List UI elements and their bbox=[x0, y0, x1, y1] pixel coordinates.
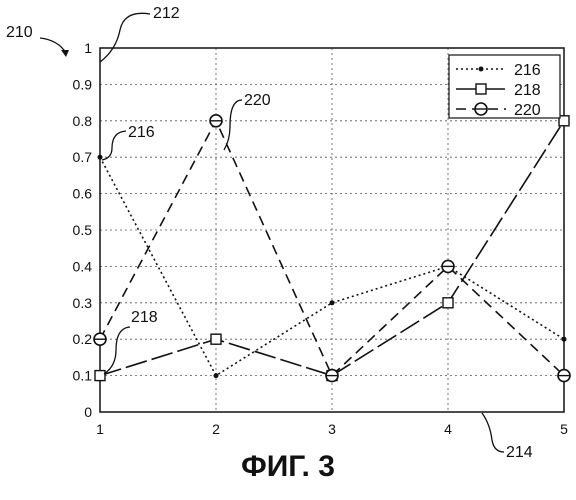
y-tick-label: 0.2 bbox=[73, 331, 93, 347]
ref-220-label: 220 bbox=[244, 92, 271, 109]
legend: 216 218 220 bbox=[449, 55, 560, 119]
legend-marker-218 bbox=[476, 84, 486, 94]
ref-figure-label: 210 bbox=[6, 24, 33, 41]
y-tick-label: 0.8 bbox=[73, 113, 93, 129]
y-tick-label: 0.4 bbox=[73, 258, 93, 274]
y-tick-label: 0.9 bbox=[73, 76, 93, 92]
y-tick-label: 0.3 bbox=[73, 295, 93, 311]
ref-figure-arrowhead bbox=[61, 50, 69, 57]
y-tick-label: 0.1 bbox=[73, 368, 93, 384]
data-point-216 bbox=[330, 300, 335, 305]
y-tick-label: 0.6 bbox=[73, 186, 93, 202]
legend-label-220: 220 bbox=[514, 102, 541, 119]
x-tick-label: 5 bbox=[560, 421, 568, 437]
data-point-216 bbox=[214, 373, 219, 378]
x-tick-label: 2 bbox=[212, 421, 220, 437]
y-tick-label: 0.7 bbox=[73, 149, 93, 165]
y-tick-label: 0.5 bbox=[73, 222, 93, 238]
ref-218-label: 218 bbox=[131, 309, 158, 326]
data-point-216 bbox=[98, 155, 103, 160]
legend-marker-216 bbox=[479, 67, 484, 72]
y-tick-label: 1 bbox=[84, 40, 92, 56]
data-point-218 bbox=[443, 298, 453, 308]
data-point-216 bbox=[562, 337, 567, 342]
data-point-218 bbox=[95, 371, 105, 381]
x-tick-label: 3 bbox=[328, 421, 336, 437]
ref-216-label: 216 bbox=[128, 124, 155, 141]
x-tick-label: 4 bbox=[444, 421, 452, 437]
figure-caption: ФИГ. 3 bbox=[0, 450, 576, 484]
legend-label-218: 218 bbox=[514, 82, 541, 99]
ref-x-axis-leader bbox=[482, 413, 504, 452]
legend-label-216: 216 bbox=[514, 62, 541, 79]
ref-axes-label: 212 bbox=[153, 5, 180, 22]
x-tick-label: 1 bbox=[96, 421, 104, 437]
y-tick-label: 0 bbox=[84, 404, 92, 420]
data-point-218 bbox=[211, 334, 221, 344]
